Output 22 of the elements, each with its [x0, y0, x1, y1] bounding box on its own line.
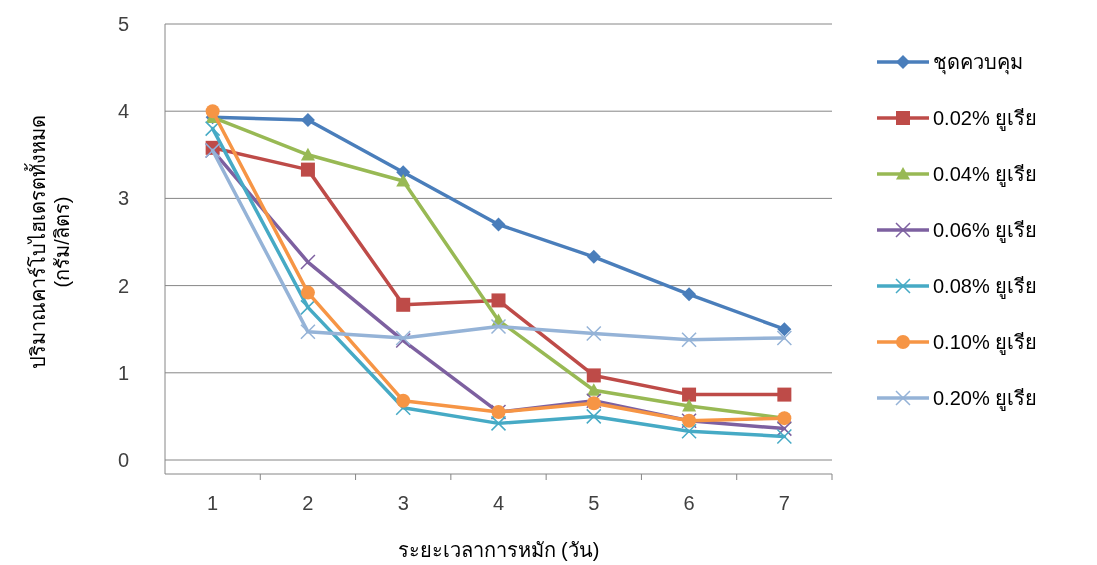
x-axis-title: ระยะเวลาการหมัก (วัน)	[397, 539, 600, 561]
legend-label: 0.10% ยูเรีย	[933, 331, 1038, 355]
legend-label: 0.08% ยูเรีย	[933, 275, 1038, 299]
x-tick-label: 7	[778, 492, 790, 514]
x-tick-label: 3	[397, 492, 409, 514]
x-tick-label: 1	[207, 492, 219, 514]
x-tick-label: 6	[683, 492, 695, 514]
y-tick-label: 2	[117, 274, 129, 297]
y-tick-label: 1	[117, 361, 129, 384]
y-tick-label: 4	[117, 100, 129, 123]
legend-label: 0.20% ยูเรีย	[933, 387, 1038, 411]
x-tick-label: 4	[492, 492, 505, 514]
x-tick-label: 2	[302, 492, 314, 514]
legend-label: ชุดควบคุม	[933, 51, 1023, 75]
legend-label: 0.02% ยูเรีย	[933, 107, 1038, 131]
y-tick-label: 0	[117, 449, 129, 471]
y-tick-label: 3	[117, 187, 129, 210]
x-tick-label: 5	[588, 492, 600, 514]
legend-label: 0.06% ยูเรีย	[933, 219, 1038, 243]
legend-label: 0.04% ยูเรีย	[933, 163, 1038, 187]
y-axis-title: ปริมาณคาร์โบไฮเดรตทั้งหมด (กรัม/ลิตร)	[24, 115, 73, 369]
y-tick-label: 5	[117, 13, 129, 35]
